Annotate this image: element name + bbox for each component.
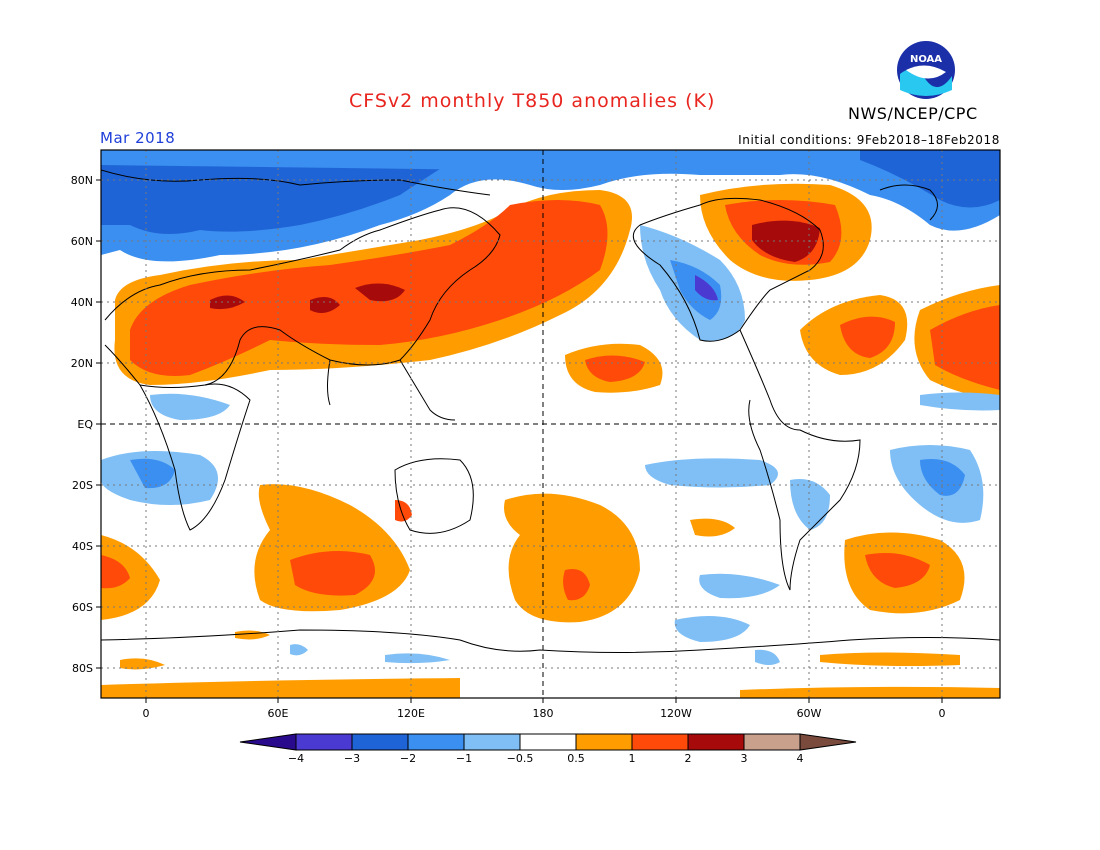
- colorbar-segment: [407, 733, 465, 751]
- colorbar-label: 3: [741, 752, 748, 765]
- colorbar-label: −3: [344, 752, 360, 765]
- colorbar-labels: −4 −3 −2 −1 −0.5 0.5 1 2 3 4: [288, 752, 804, 765]
- agency-label: NWS/NCEP/CPC: [848, 104, 978, 123]
- colorbar-segment: [351, 733, 409, 751]
- colorbar-label: 4: [797, 752, 804, 765]
- colorbar-arrow-high: [799, 733, 857, 751]
- lat-label: 20S: [72, 479, 93, 492]
- reference-lines: [101, 150, 1000, 698]
- colorbar-label: −1: [456, 752, 472, 765]
- lon-label: 60W: [797, 707, 822, 720]
- lat-label: 80N: [71, 174, 93, 187]
- colorbar-label: 1: [629, 752, 636, 765]
- lat-label: 60N: [71, 235, 93, 248]
- colorbar-segment: [687, 733, 745, 751]
- colorbar-arrow-low: [239, 733, 297, 751]
- lon-label: 180: [533, 707, 554, 720]
- forecast-month: Mar 2018: [100, 129, 176, 147]
- lon-label: 0: [939, 707, 946, 720]
- colorbar-segment: [743, 733, 801, 751]
- colorbar-segment: [631, 733, 689, 751]
- lon-label: 120W: [660, 707, 692, 720]
- longitude-labels: 0 60E 120E 180 120W 60W 0: [143, 707, 946, 720]
- colorbar-segment: [295, 733, 353, 751]
- colorbar-label: −4: [288, 752, 304, 765]
- initial-conditions: Initial conditions: 9Feb2018–18Feb2018: [738, 133, 1000, 147]
- graticule: [101, 150, 1000, 698]
- lon-label: 0: [143, 707, 150, 720]
- lon-label: 120E: [397, 707, 425, 720]
- colorbar-label: −2: [400, 752, 416, 765]
- axis-ticks: [96, 179, 943, 703]
- latitude-labels: 80N 60N 40N 20N EQ 20S 40S 60S 80S: [71, 174, 94, 675]
- colorbar: [239, 733, 857, 751]
- lon-label: 60E: [268, 707, 289, 720]
- lat-label: 20N: [71, 357, 93, 370]
- noaa-logo-icon: NOAA: [897, 41, 955, 99]
- lat-label: 40S: [72, 540, 93, 553]
- colorbar-segment: [575, 733, 633, 751]
- lat-label: 40N: [71, 296, 93, 309]
- colorbar-segment: [519, 733, 577, 751]
- colorbar-label: 0.5: [567, 752, 585, 765]
- colorbar-segment: [463, 733, 521, 751]
- colorbar-label: −0.5: [507, 752, 534, 765]
- lat-label: EQ: [77, 418, 93, 431]
- anomaly-field: [101, 150, 1000, 698]
- coastlines: [101, 169, 1000, 653]
- svg-text:NOAA: NOAA: [910, 54, 942, 65]
- lat-label: 80S: [72, 662, 93, 675]
- chart-title: CFSv2 monthly T850 anomalies (K): [349, 90, 716, 112]
- colorbar-label: 2: [685, 752, 692, 765]
- lat-label: 60S: [72, 601, 93, 614]
